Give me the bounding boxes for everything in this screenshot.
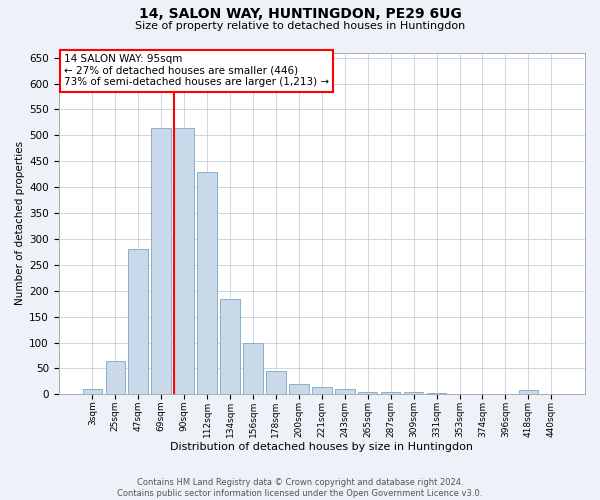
Bar [312, 386, 332, 394]
Bar [175, 128, 194, 394]
Bar [518, 390, 538, 394]
Bar [197, 172, 217, 394]
Bar [404, 392, 424, 394]
Bar [243, 342, 263, 394]
Bar [289, 384, 308, 394]
X-axis label: Distribution of detached houses by size in Huntingdon: Distribution of detached houses by size … [170, 442, 473, 452]
Text: Size of property relative to detached houses in Huntingdon: Size of property relative to detached ho… [135, 21, 465, 31]
Bar [381, 392, 400, 394]
Bar [151, 128, 171, 394]
Bar [128, 250, 148, 394]
Bar [220, 298, 240, 394]
Text: 14 SALON WAY: 95sqm
← 27% of detached houses are smaller (446)
73% of semi-detac: 14 SALON WAY: 95sqm ← 27% of detached ho… [64, 54, 329, 88]
Text: Contains HM Land Registry data © Crown copyright and database right 2024.
Contai: Contains HM Land Registry data © Crown c… [118, 478, 482, 498]
Bar [335, 389, 355, 394]
Y-axis label: Number of detached properties: Number of detached properties [15, 142, 25, 306]
Bar [266, 371, 286, 394]
Bar [83, 389, 102, 394]
Bar [106, 360, 125, 394]
Text: 14, SALON WAY, HUNTINGDON, PE29 6UG: 14, SALON WAY, HUNTINGDON, PE29 6UG [139, 8, 461, 22]
Bar [358, 392, 377, 394]
